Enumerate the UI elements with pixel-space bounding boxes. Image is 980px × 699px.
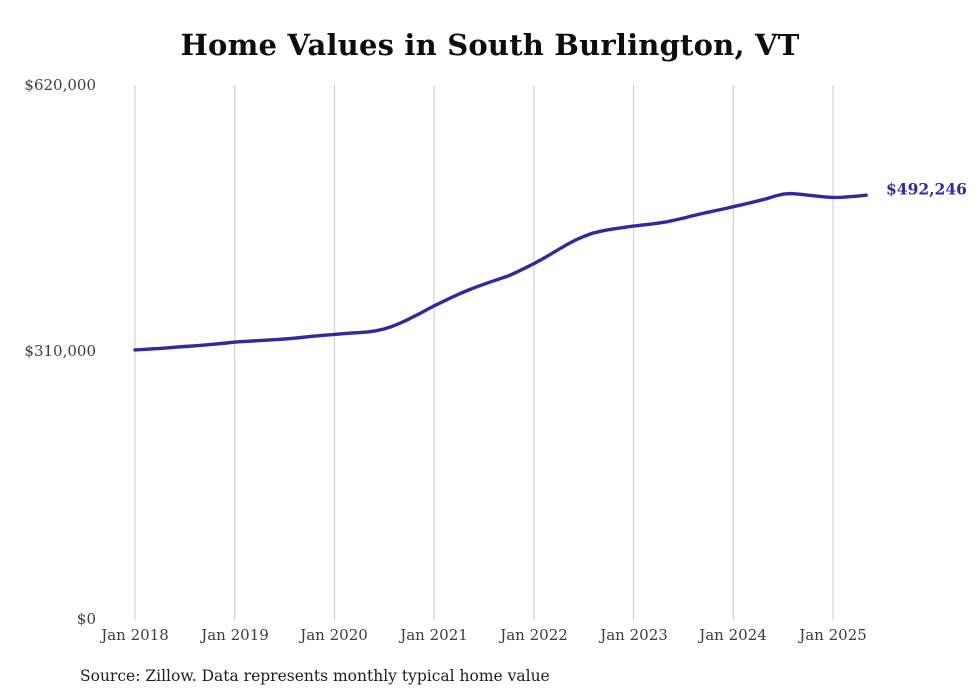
x-axis-tick-jan-2025: Jan 2025: [799, 626, 867, 644]
chart-title: Home Values in South Burlington, VT: [180, 28, 800, 62]
x-axis-tick-jan-2024: Jan 2024: [699, 626, 767, 644]
y-axis-tick-620000: $620,000: [24, 76, 96, 94]
y-axis-tick-0: $0: [76, 610, 96, 628]
x-axis-tick-jan-2019: Jan 2019: [201, 626, 269, 644]
latest-value-label: $492,246: [886, 179, 967, 199]
x-axis-tick-jan-2023: Jan 2023: [600, 626, 668, 644]
home-value-line: [133, 191, 868, 352]
x-axis-tick-jan-2022: Jan 2022: [500, 626, 568, 644]
x-axis-tick-jan-2018: Jan 2018: [101, 626, 169, 644]
x-axis-tick-jan-2020: Jan 2020: [300, 626, 368, 644]
source-note: Source: Zillow. Data represents monthly …: [80, 667, 550, 685]
x-axis-tick-jan-2021: Jan 2021: [400, 626, 468, 644]
y-axis-tick-310000: $310,000: [24, 342, 96, 360]
